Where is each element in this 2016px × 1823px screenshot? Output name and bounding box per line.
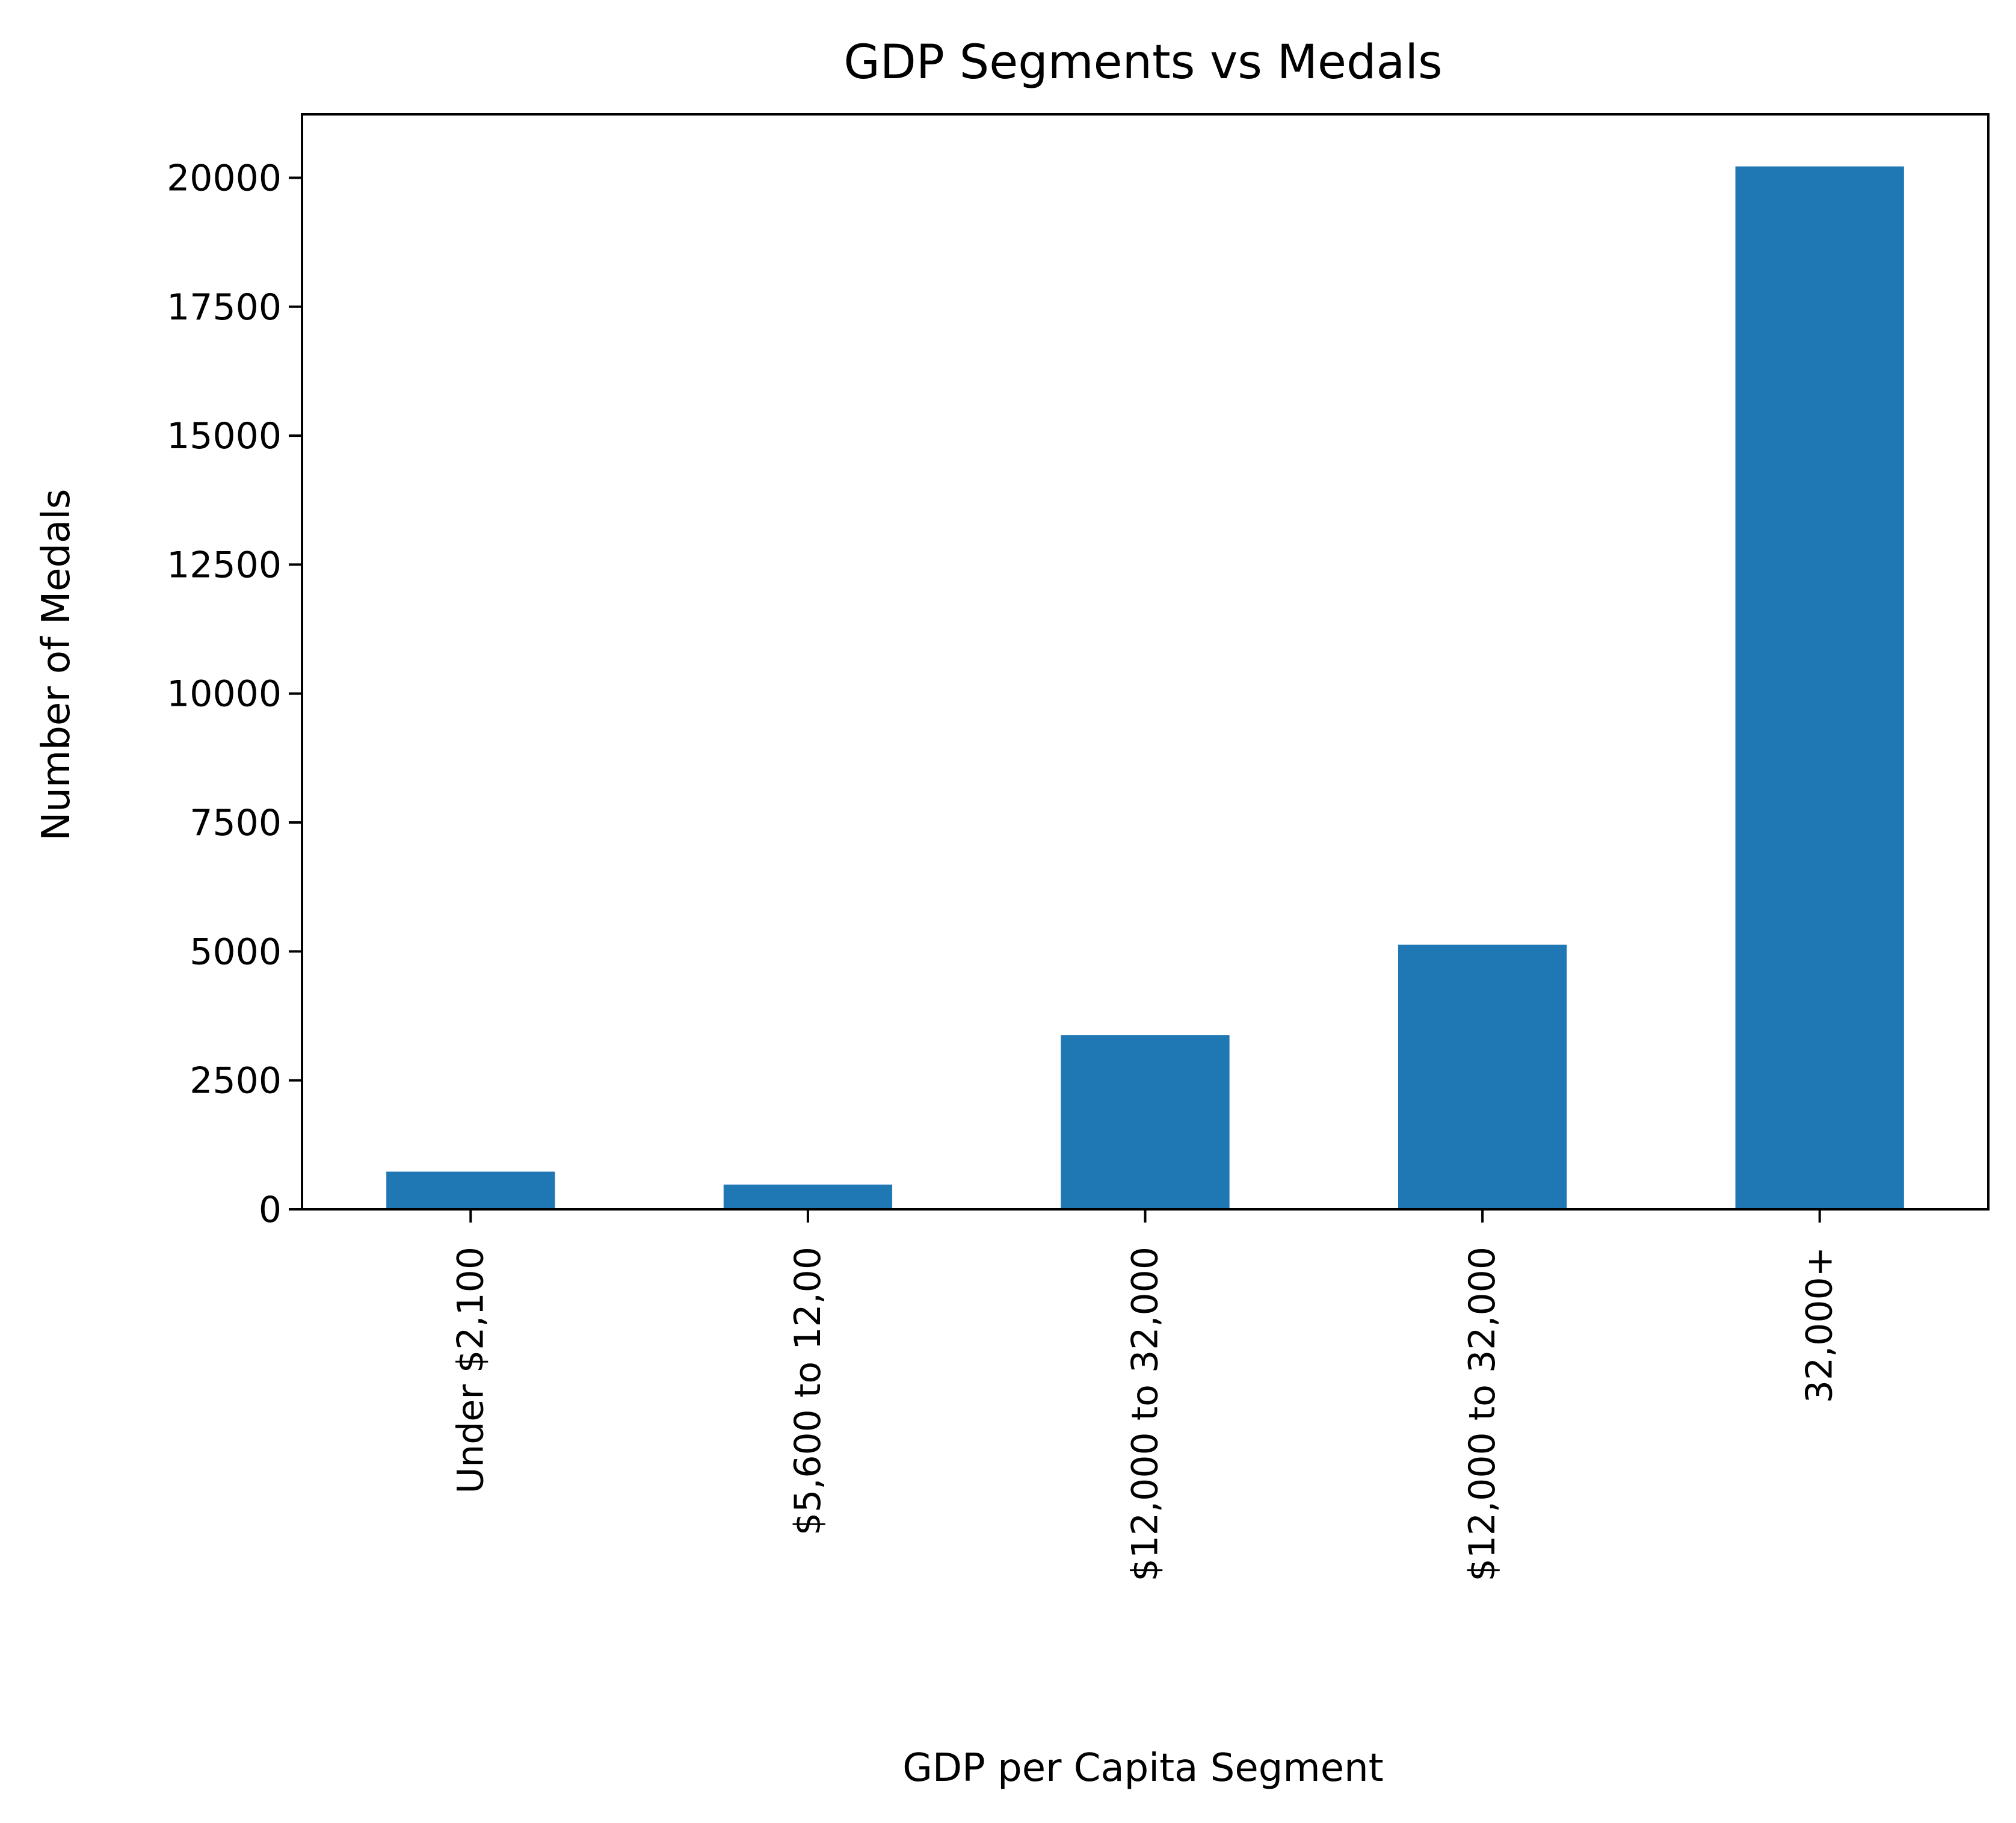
y-tick-label: 20000	[167, 157, 282, 199]
x-tick-label: $5,600 to 12,00	[787, 1247, 829, 1535]
y-axis-label: Number of Medals	[34, 489, 79, 841]
x-tick-label: Under $2,100	[449, 1247, 492, 1494]
bar-5	[1735, 166, 1904, 1210]
x-axis-label: GDP per Capita Segment	[902, 1746, 1383, 1791]
bar-4	[1398, 945, 1567, 1209]
x-tick-label: $12,000 to 32,000	[1124, 1247, 1167, 1581]
y-axis: 0 2500 5000 7500 10000 12500 15000 17500 20000	[167, 157, 302, 1231]
y-tick-label: 0	[259, 1189, 282, 1231]
y-tick-label: 5000	[190, 931, 282, 973]
y-tick-label: 15000	[167, 415, 282, 457]
y-tick-label: 17500	[167, 286, 282, 329]
x-axis: Under $2,100 $5,600 to 12,00 $12,000 to 32…	[449, 1209, 1841, 1581]
plot-frame	[301, 113, 1990, 1211]
chart-title: GDP Segments vs Medals	[843, 35, 1442, 90]
bar-2	[723, 1184, 893, 1209]
x-tick-label: $12,000 to 32,000	[1461, 1247, 1503, 1581]
y-tick-label: 7500	[190, 802, 282, 844]
y-tick-label: 12500	[167, 544, 282, 586]
bar-1	[386, 1171, 555, 1209]
y-tick-label: 2500	[190, 1060, 282, 1102]
bars-group	[386, 166, 1904, 1210]
x-tick-label: 32,000+	[1799, 1247, 1841, 1403]
y-tick-label: 10000	[167, 673, 282, 715]
bar-3	[1061, 1035, 1230, 1209]
